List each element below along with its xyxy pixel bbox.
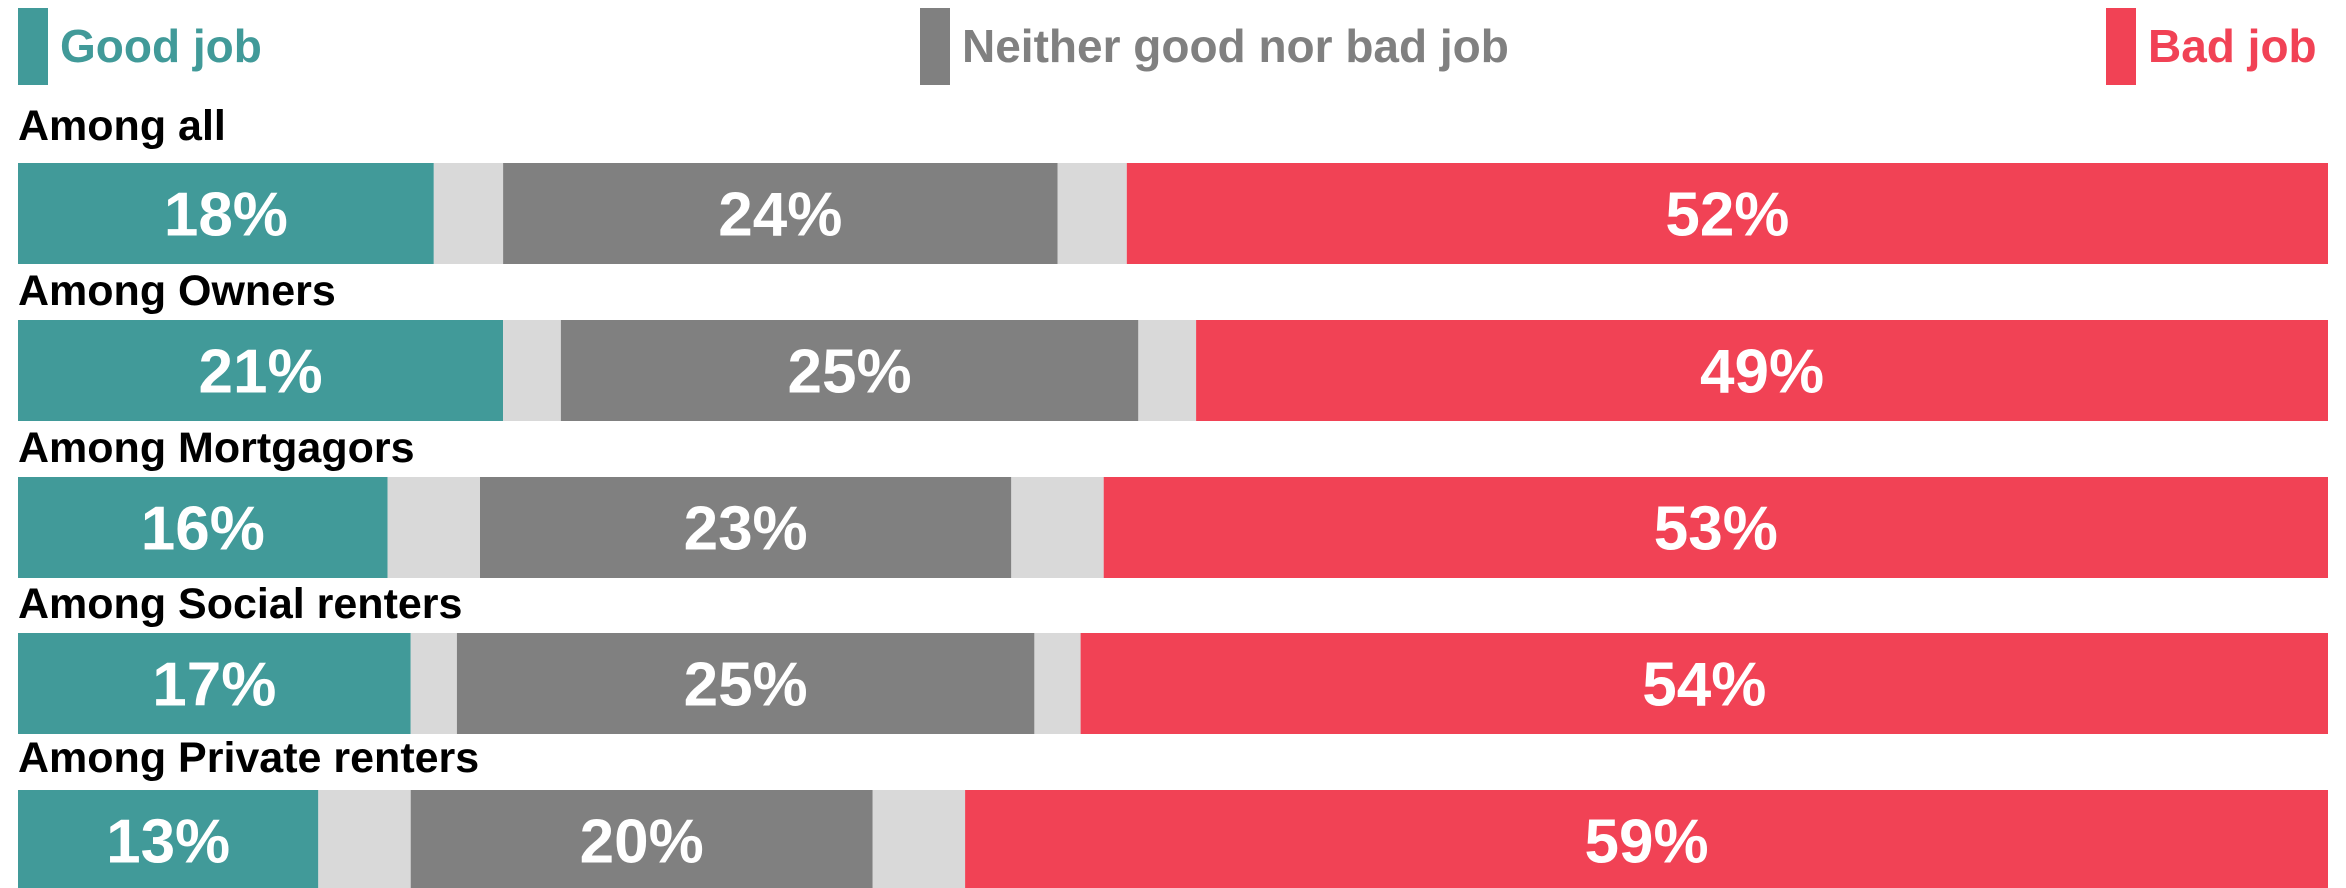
bar-segment-no-answer-among-private-renters [318, 790, 411, 888]
bar-segment-no-answer-among-owners [1138, 320, 1197, 421]
bar-segment-good-job-among-private-renters [18, 790, 319, 888]
data-label-good-job-among-private-renters: 13% [106, 808, 230, 877]
row-label-among-mortgagors: Among Mortgagors [18, 424, 415, 472]
bar-segment-no-answer-among-all [1057, 163, 1127, 264]
legend-item-good-job: Good job [18, 8, 262, 85]
legend-swatch-bad-job [2106, 8, 2136, 85]
data-label-bad-job-among-owners: 49% [1700, 338, 1824, 407]
bar-segment-no-answer-among-owners [503, 320, 561, 421]
bar-segment-good-job-among-owners [18, 320, 504, 421]
data-label-bad-job-among-mortgagors: 53% [1654, 495, 1778, 564]
bar-segment-bad-job-among-private-renters [965, 790, 2328, 888]
row-label-among-all: Among all [18, 102, 226, 150]
data-label-bad-job-among-social-renters: 54% [1642, 651, 1766, 720]
legend: Good job Neither good nor bad job Bad job [18, 8, 2317, 85]
bar-segment-neither-good-nor-bad-job-among-mortgagors [480, 477, 1012, 578]
bar-segment-no-answer-among-mortgagors [387, 477, 480, 578]
data-label-neither-good-nor-bad-job-among-all: 24% [718, 181, 842, 250]
bar-segment-bad-job-among-mortgagors [1103, 477, 2328, 578]
legend-swatch-neither-good-nor-bad-job [920, 8, 950, 85]
bar-row-among-all: Among all 18% 24% 52% [18, 102, 2328, 264]
legend-label-neither-good-nor-bad-job: Neither good nor bad job [962, 20, 1509, 72]
bar-segment-neither-good-nor-bad-job-among-owners [560, 320, 1139, 421]
row-label-among-social-renters: Among Social renters [18, 580, 462, 628]
row-label-among-owners: Among Owners [18, 267, 336, 315]
bar-segment-good-job-among-mortgagors [18, 477, 388, 578]
bar-row-among-owners: Among Owners 21% 25% 49% [18, 267, 2328, 421]
data-label-good-job-among-mortgagors: 16% [141, 495, 265, 564]
legend-item-bad-job: Bad job [2106, 8, 2317, 85]
row-label-among-private-renters: Among Private renters [18, 734, 479, 782]
data-label-good-job-among-owners: 21% [199, 338, 323, 407]
data-label-bad-job-among-all: 52% [1665, 181, 1789, 250]
data-label-neither-good-nor-bad-job-among-social-renters: 25% [684, 651, 808, 720]
bar-segment-no-answer-among-social-renters [410, 633, 457, 734]
data-label-good-job-among-all: 18% [164, 181, 288, 250]
bar-segment-bad-job-among-owners [1196, 320, 2328, 421]
data-label-neither-good-nor-bad-job-among-mortgagors: 23% [684, 495, 808, 564]
bar-segment-no-answer-among-social-renters [1034, 633, 1081, 734]
bar-segment-no-answer-among-all [433, 163, 504, 264]
bar-segment-bad-job-among-all [1126, 163, 2328, 264]
bar-segment-good-job-among-social-renters [18, 633, 411, 734]
bar-segment-bad-job-among-social-renters [1080, 633, 2328, 734]
data-label-good-job-among-social-renters: 17% [152, 651, 276, 720]
legend-label-bad-job: Bad job [2148, 20, 2317, 72]
data-label-neither-good-nor-bad-job-among-private-renters: 20% [580, 808, 704, 877]
bar-segment-no-answer-among-private-renters [872, 790, 966, 888]
bar-row-among-mortgagors: Among Mortgagors 16% 23% 53% [18, 424, 2328, 578]
data-label-bad-job-among-private-renters: 59% [1585, 808, 1709, 877]
bar-segment-neither-good-nor-bad-job-among-social-renters [456, 633, 1035, 734]
bar-segment-no-answer-among-mortgagors [1011, 477, 1104, 578]
bar-segment-good-job-among-all [18, 163, 434, 264]
bar-segment-neither-good-nor-bad-job-among-all [503, 163, 1058, 264]
bar-segment-neither-good-nor-bad-job-among-private-renters [410, 790, 873, 888]
legend-swatch-good-job [18, 8, 48, 85]
legend-label-good-job: Good job [60, 20, 262, 72]
data-label-neither-good-nor-bad-job-among-owners: 25% [788, 338, 912, 407]
bar-row-among-social-renters: Among Social renters 17% 25% 54% [18, 580, 2328, 734]
bar-row-among-private-renters: Among Private renters 13% 20% 59% [18, 734, 2328, 888]
legend-item-neither-good-nor-bad-job: Neither good nor bad job [920, 8, 1509, 85]
